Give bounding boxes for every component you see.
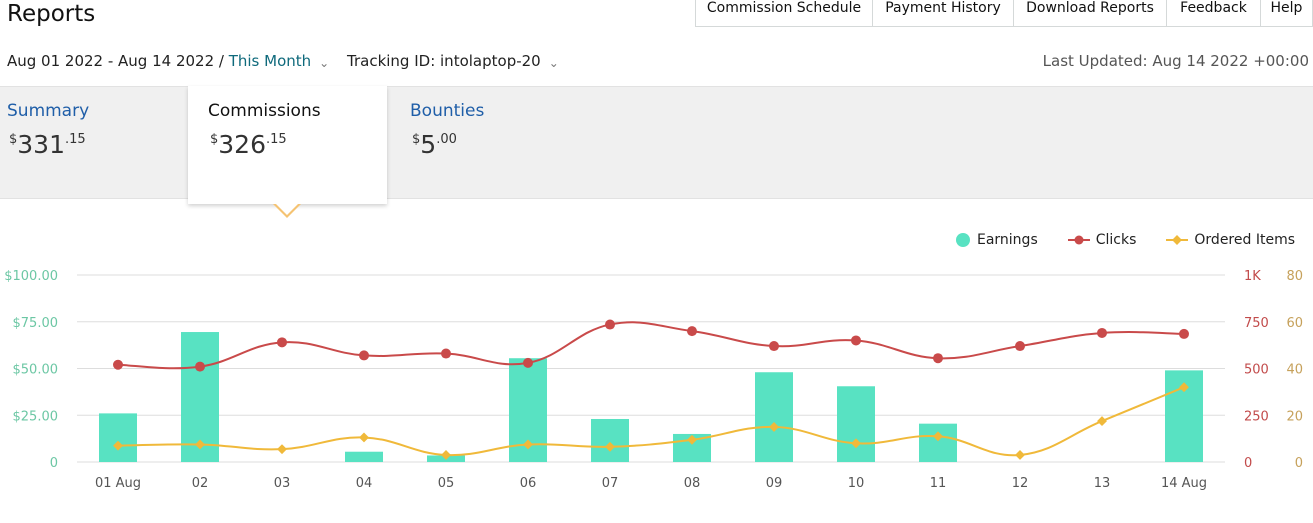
clicks-point xyxy=(687,326,697,337)
clicks-point xyxy=(605,319,615,330)
x-tick-label: 06 xyxy=(520,476,537,491)
ordered-items-point xyxy=(277,444,287,455)
ordered-items-point xyxy=(113,440,123,451)
earnings-bar xyxy=(345,451,383,462)
tracking-id-link[interactable]: intolaptop-20 xyxy=(440,52,541,70)
clicks-point xyxy=(441,348,451,359)
legend-ordered-items[interactable]: Ordered Items xyxy=(1166,232,1295,248)
y-right-clicks-tick-label: 1K xyxy=(1244,269,1261,284)
clicks-point xyxy=(523,357,533,368)
tracking-filter[interactable]: Tracking ID: intolaptop-20 ⌄ xyxy=(347,52,559,70)
clicks-line xyxy=(117,321,1185,370)
tab-help[interactable]: Help xyxy=(1261,0,1313,26)
x-tick-label: 02 xyxy=(192,476,209,491)
y-right-items-tick-label: 40 xyxy=(1286,363,1303,378)
clicks-point xyxy=(933,353,943,364)
y-right-clicks-tick-label: 750 xyxy=(1244,316,1269,331)
summary-amount: $331.15 xyxy=(9,130,86,159)
x-tick-label: 04 xyxy=(356,476,373,491)
x-tick-label: 09 xyxy=(766,476,783,491)
legend-clicks[interactable]: Clicks xyxy=(1067,232,1136,248)
clicks-point xyxy=(851,335,861,346)
ordered-items-point xyxy=(1179,382,1189,393)
x-tick-label: 10 xyxy=(848,476,865,491)
earnings-bar xyxy=(99,413,137,462)
page-title: Reports xyxy=(7,1,96,27)
clicks-point xyxy=(769,341,779,352)
earnings-bar xyxy=(837,386,875,462)
last-updated: Last Updated: Aug 14 2022 +00:00 xyxy=(1042,52,1309,70)
commissions-label: Commissions xyxy=(208,101,321,121)
ordered-items-point xyxy=(523,439,533,450)
chevron-down-icon[interactable]: ⌄ xyxy=(319,56,330,70)
ordered-items-point xyxy=(687,434,697,445)
legend-earnings[interactable]: Earnings xyxy=(955,232,1038,248)
tracking-label: Tracking ID: xyxy=(347,52,441,70)
x-tick-label: 12 xyxy=(1012,476,1029,491)
x-tick-label: 14 Aug xyxy=(1161,476,1207,491)
clicks-point xyxy=(195,361,205,372)
y-right-clicks-tick-label: 500 xyxy=(1244,363,1269,378)
date-filter[interactable]: Aug 01 2022 - Aug 14 2022 / This Month ⌄ xyxy=(7,52,329,70)
y-right-items-tick-label: 0 xyxy=(1295,456,1303,471)
y-right-items-tick-label: 60 xyxy=(1286,316,1303,331)
ordered-items-point xyxy=(851,438,861,449)
clicks-point xyxy=(1015,341,1025,352)
clicks-point xyxy=(277,337,287,348)
clicks-point xyxy=(1179,328,1189,339)
top-nav: Commission Schedule Payment History Down… xyxy=(695,0,1313,27)
x-tick-label: 08 xyxy=(684,476,701,491)
clicks-point xyxy=(113,359,123,370)
chevron-down-icon[interactable]: ⌄ xyxy=(548,56,559,70)
x-tick-label: 05 xyxy=(438,476,455,491)
summary-label[interactable]: Summary xyxy=(7,101,90,121)
ordered-items-point xyxy=(933,431,943,442)
x-tick-label: 01 Aug xyxy=(95,476,141,491)
ordered-items-point xyxy=(605,441,615,452)
y-right-items-tick-label: 80 xyxy=(1286,269,1303,284)
ordered-items-point xyxy=(1097,416,1107,427)
y-left-tick-label: $100.00 xyxy=(4,269,58,284)
performance-chart: 0$25.00$50.00$75.00$100.0002505007501K02… xyxy=(4,269,1303,491)
commissions-amount: $326.15 xyxy=(210,130,287,159)
period-link[interactable]: This Month xyxy=(228,52,312,70)
y-left-tick-label: 0 xyxy=(50,456,58,471)
tab-download-reports[interactable]: Download Reports xyxy=(1014,0,1167,26)
ordered-items-point xyxy=(195,439,205,450)
chart-legend: Earnings Clicks Ordered Items xyxy=(955,232,1295,248)
ordered-items-point xyxy=(769,421,779,432)
y-right-clicks-tick-label: 250 xyxy=(1244,409,1269,424)
y-left-tick-label: $50.00 xyxy=(13,363,59,378)
bounties-amount: $5.00 xyxy=(412,130,457,159)
bounties-label[interactable]: Bounties xyxy=(410,101,485,121)
summary-card[interactable]: Summary $331.15 xyxy=(0,86,187,204)
active-card-pointer xyxy=(273,203,301,218)
ordered-items-point xyxy=(359,432,369,443)
earnings-bar xyxy=(919,423,957,462)
commissions-card[interactable]: Commissions $326.15 xyxy=(188,86,387,204)
tab-payment-history[interactable]: Payment History xyxy=(873,0,1014,26)
bounties-card[interactable]: Bounties $5.00 xyxy=(390,86,590,204)
x-tick-label: 03 xyxy=(274,476,291,491)
x-tick-label: 07 xyxy=(602,476,619,491)
ordered-items-point xyxy=(441,450,451,460)
tab-feedback[interactable]: Feedback xyxy=(1167,0,1261,26)
x-tick-label: 11 xyxy=(930,476,947,491)
earnings-bar xyxy=(755,372,793,462)
ordered-items-line xyxy=(117,386,1185,457)
ordered-items-point xyxy=(1015,450,1025,460)
date-range: Aug 01 2022 - Aug 14 2022 / xyxy=(7,52,229,70)
y-left-tick-label: $75.00 xyxy=(13,316,59,331)
y-right-clicks-tick-label: 0 xyxy=(1244,456,1252,471)
y-right-items-tick-label: 20 xyxy=(1286,409,1303,424)
tab-commission-schedule[interactable]: Commission Schedule xyxy=(696,0,873,26)
x-tick-label: 13 xyxy=(1094,476,1111,491)
earnings-bar xyxy=(591,418,629,462)
y-left-tick-label: $25.00 xyxy=(13,409,59,424)
clicks-point xyxy=(1097,327,1107,338)
clicks-point xyxy=(359,350,369,361)
